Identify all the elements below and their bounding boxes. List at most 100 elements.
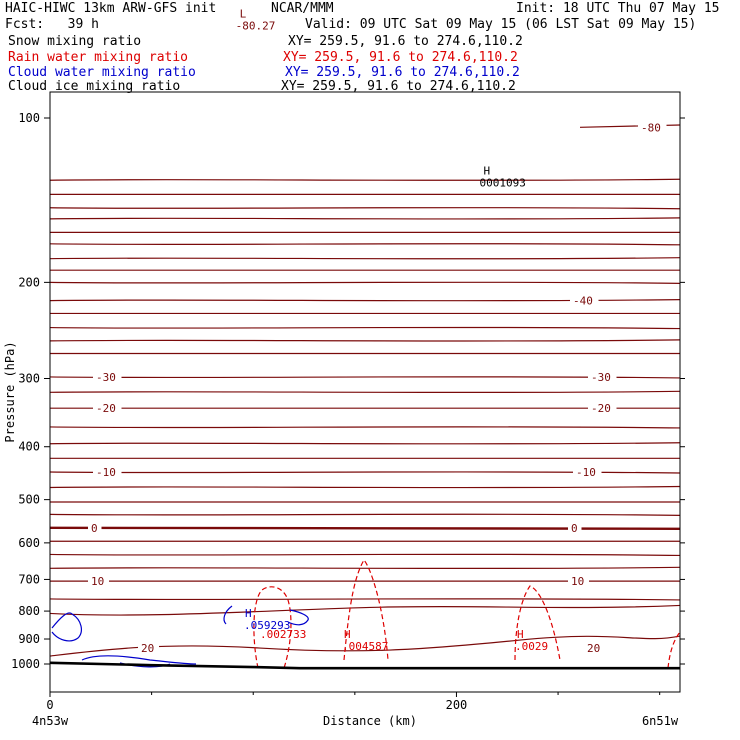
isotherm-line: [50, 513, 680, 516]
isotherm-label-bg: [638, 121, 667, 135]
terrain-surface: [50, 661, 680, 670]
isotherm-label-bg: [88, 521, 102, 535]
y-tick-label: 600: [18, 536, 40, 550]
low-value: -80.27: [236, 19, 276, 32]
field-label-cloud-water: Cloud water mixing ratio: [8, 65, 196, 80]
isotherm-line: [50, 604, 680, 616]
isotherm-label: -20: [96, 402, 116, 415]
y-tick-label: 500: [18, 493, 40, 507]
y-axis-label: Pressure (hPa): [3, 341, 17, 442]
low-marker: L: [240, 7, 247, 20]
field-label-cloud-ice: Cloud ice mixing ratio: [8, 79, 181, 94]
isotherm-line: [50, 178, 680, 181]
field-xy-cloud-water: XY= 259.5, 91.6 to 274.6,110.2: [285, 65, 520, 80]
isotherm-line: [50, 217, 680, 220]
isotherm-label: 0: [91, 522, 98, 535]
isotherm-line: [50, 281, 680, 284]
rain-max-value: .002733: [260, 628, 306, 641]
cloud-water-max-value: .059293: [244, 619, 290, 632]
x-tick-label: 200: [446, 698, 468, 712]
isotherm-line: [50, 326, 680, 330]
y-tick-label: 100: [18, 111, 40, 125]
isotherm-label: -30: [96, 371, 116, 384]
isotherm-label-bg: [584, 642, 605, 656]
isotherm-label-bg: [93, 402, 122, 416]
x-tick-label: 0: [46, 698, 53, 712]
x-axis-label: Distance (km): [323, 714, 417, 728]
isotherm-line: [50, 566, 680, 570]
isotherm-label: 20: [587, 642, 600, 655]
isotherm-label-bg: [568, 575, 589, 589]
field-xy-snow: XY= 259.5, 91.6 to 274.6,110.2: [288, 34, 523, 49]
isotherm-label-bg: [88, 575, 109, 589]
high-value: 0001093: [479, 177, 525, 190]
isotherm-label: 0: [571, 522, 578, 535]
isotherm-line: [50, 243, 680, 246]
cloud-water-contour: [223, 605, 233, 625]
isotherm-line: [50, 442, 680, 445]
isotherm-line: [50, 526, 680, 530]
y-tick-label: 1000: [11, 657, 40, 671]
isotherm-line: [50, 1, 265, 5]
isotherm-label: -10: [96, 466, 116, 479]
isotherm-line: [50, 598, 680, 601]
rain-max-value: .004587: [342, 640, 388, 653]
y-tick-label: 200: [18, 275, 40, 289]
rain-contour: [343, 558, 389, 661]
isotherm-label: -10: [576, 466, 596, 479]
y-tick-label: 400: [18, 440, 40, 454]
isotherm-line: [50, 390, 680, 394]
cloud-water-contour: [287, 609, 309, 626]
isotherm-label-bg: [93, 370, 122, 384]
isotherm-line: [50, 426, 680, 429]
field-label-rain: Rain water mixing ratio: [8, 50, 189, 65]
plot-frame: [49, 91, 681, 693]
isotherm-line: [50, 635, 680, 657]
org-label: NCAR/MMM: [271, 1, 334, 16]
isotherm-line: [50, 206, 680, 210]
isotherm-line: [50, 257, 680, 260]
rain-max-marker: H: [517, 628, 524, 641]
cloud-water-contour: [51, 612, 82, 642]
field-xy-rain: XY= 259.5, 91.6 to 274.6,110.2: [283, 50, 518, 65]
contour-labels: -80 -40 -30 -30 -20 -20 -10 -10 0 0 10 10 20 20 L-80.2…: [88, 7, 667, 656]
temperature-isotherms: [50, 1, 680, 657]
isotherm-line: [50, 339, 680, 342]
forecast-hour: Fcst: 39 h: [5, 17, 99, 32]
field-label-snow: Snow mixing ratio: [8, 34, 142, 49]
terrain-line: [50, 661, 680, 670]
valid-time: Valid: 09 UTC Sat 09 May 15 (06 LST Sat …: [305, 17, 697, 32]
isotherm-label-bg: [138, 642, 159, 656]
rain-max-value: .0029: [515, 640, 548, 653]
init-time: Init: 18 UTC Thu 07 May 15: [516, 1, 720, 16]
isotherm-label-bg: [573, 466, 602, 480]
isotherm-label-bg: [588, 370, 617, 384]
high-marker: H: [483, 165, 490, 178]
field-xy-cloud-ice: XY= 259.5, 91.6 to 274.6,110.2: [281, 79, 516, 94]
right-endpoint-label: 6n51w: [642, 714, 679, 728]
isotherm-label: 10: [91, 575, 104, 588]
y-tick-label: 800: [18, 604, 40, 618]
isotherm-label-bg: [568, 521, 582, 535]
cloud-water-contour: [81, 655, 197, 665]
rain-max-marker: H: [344, 628, 351, 641]
isotherm-label: -40: [573, 295, 593, 308]
isotherm-label: 20: [141, 642, 154, 655]
y-tick-label: 900: [18, 632, 40, 646]
rain-contour: [514, 585, 561, 661]
isotherm-label: -20: [591, 402, 611, 415]
rain-contour: [253, 586, 292, 669]
isotherm-line: [50, 376, 680, 379]
cloud-water-max-marker: H: [245, 607, 252, 620]
isotherm-label: -30: [591, 371, 611, 384]
isotherm-label-bg: [588, 402, 617, 416]
isotherm-label: 10: [571, 575, 584, 588]
isotherm-label: -80: [641, 121, 661, 134]
left-endpoint-label: 4n53w: [32, 714, 69, 728]
model-title: HAIC-HIWC 13km ARW-GFS init: [5, 1, 217, 16]
y-tick-label: 700: [18, 572, 40, 586]
rain-contours: [253, 558, 680, 669]
isotherm-label-bg: [570, 294, 599, 308]
